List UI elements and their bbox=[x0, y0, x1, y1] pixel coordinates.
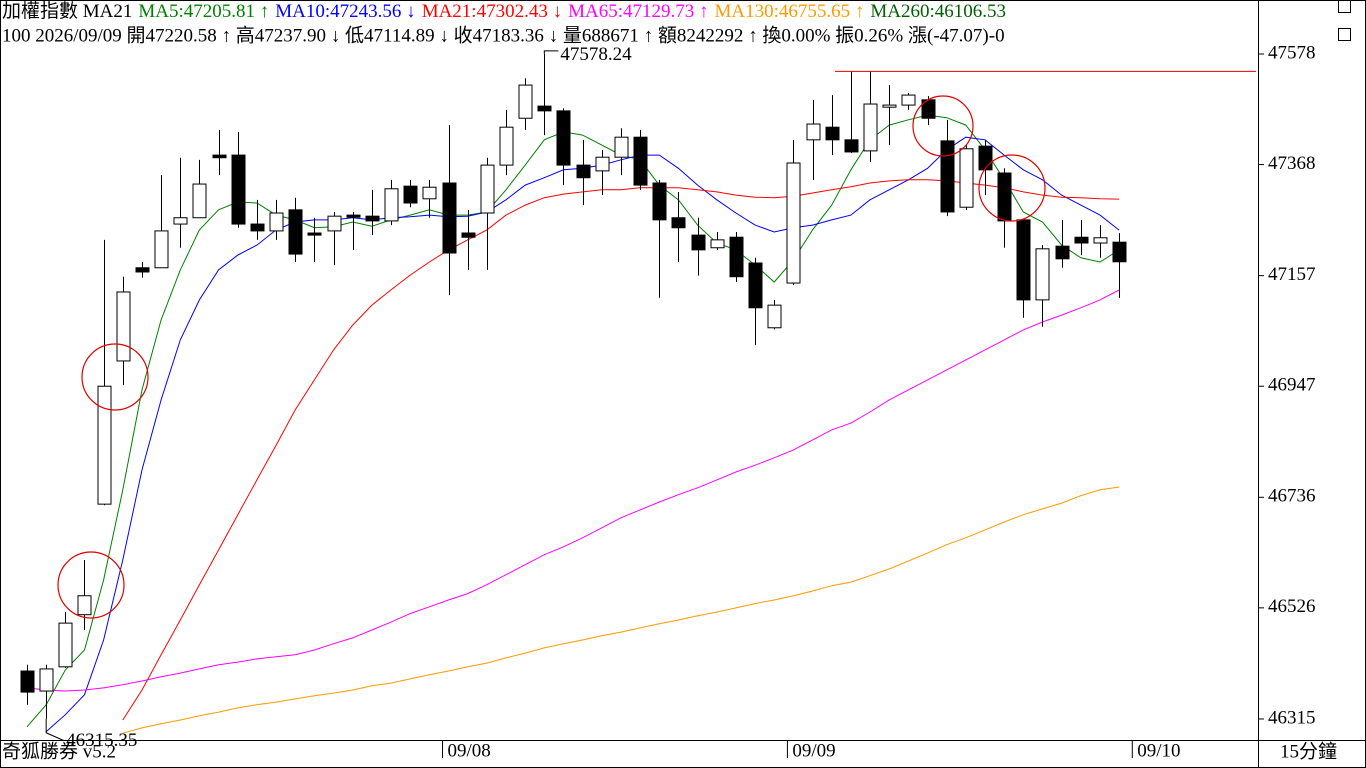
x-tick-label: 09/08 bbox=[448, 740, 491, 761]
candle-body bbox=[442, 182, 457, 254]
candle-body bbox=[288, 209, 303, 255]
candle-body bbox=[537, 105, 552, 112]
y-tick-label: 47157 bbox=[1268, 264, 1316, 285]
y-tick-label: 46736 bbox=[1268, 486, 1316, 507]
candle-body bbox=[863, 103, 878, 152]
ma-line bbox=[45, 136, 1120, 732]
candle-body bbox=[729, 236, 744, 278]
candle-body bbox=[327, 215, 342, 232]
info-line: 100 2026/09/09 開47220.58 ↑ 高47237.90 ↓ 低… bbox=[2, 24, 1005, 46]
candle-body bbox=[116, 291, 131, 362]
candle-body bbox=[1055, 245, 1070, 260]
candle-body bbox=[269, 212, 284, 232]
ma-line bbox=[122, 486, 1120, 734]
candle-body bbox=[1093, 237, 1108, 244]
candle-body bbox=[825, 126, 840, 141]
high-annotation: 47578.24 bbox=[560, 44, 632, 65]
y-tick-label: 46947 bbox=[1268, 375, 1316, 396]
candle-body bbox=[997, 172, 1012, 222]
candle-body bbox=[77, 595, 92, 616]
candle-body bbox=[959, 148, 974, 208]
legend-item: MA5:47205.81 ↑ bbox=[138, 1, 269, 22]
candle-body bbox=[97, 385, 112, 505]
ma-line bbox=[26, 289, 1120, 692]
candle-body bbox=[786, 162, 801, 284]
x-tick-label: 09/09 bbox=[792, 740, 835, 761]
candle-body bbox=[58, 622, 73, 668]
candle-body bbox=[480, 164, 495, 214]
candle-body bbox=[1016, 219, 1031, 301]
legend-item: MA130:46755.65 ↑ bbox=[715, 1, 865, 22]
candle-body bbox=[461, 232, 476, 238]
x-tick-label: 09/10 bbox=[1137, 740, 1180, 761]
candle-body bbox=[346, 214, 361, 218]
ma-line bbox=[122, 179, 1120, 721]
timeframe[interactable]: 15分鐘 bbox=[1280, 740, 1337, 762]
y-tick-label: 46526 bbox=[1268, 596, 1316, 617]
ma-line bbox=[26, 114, 1120, 728]
window-button[interactable] bbox=[1338, 0, 1351, 13]
candle-body bbox=[806, 123, 821, 141]
candle-body bbox=[1112, 241, 1127, 263]
candle-body bbox=[614, 136, 629, 158]
legend-item: MA260:46106.53 bbox=[870, 1, 1006, 22]
candle-body bbox=[20, 670, 35, 693]
y-tick-label: 47578 bbox=[1268, 42, 1316, 63]
footer-brand: 奇狐勝券 v5.2 bbox=[2, 740, 116, 762]
highlight-circle bbox=[912, 95, 974, 157]
highlight-circle bbox=[81, 343, 149, 411]
candle-body bbox=[173, 217, 188, 225]
candle-body bbox=[576, 164, 591, 179]
candle-body bbox=[250, 223, 265, 232]
candle-body bbox=[192, 183, 207, 219]
candle-body bbox=[978, 145, 993, 171]
candle-body bbox=[1035, 248, 1050, 301]
candle-body bbox=[154, 230, 169, 269]
candle-body bbox=[748, 262, 763, 309]
candle-body bbox=[710, 239, 725, 249]
candle-body bbox=[882, 104, 897, 108]
legend-item: MA65:47129.73 ↑ bbox=[568, 1, 708, 22]
plot-area bbox=[20, 53, 1256, 734]
candle-body bbox=[1074, 236, 1089, 244]
candle-body bbox=[844, 139, 859, 153]
candle-body bbox=[384, 188, 399, 222]
legend-item: MA10:47243.56 ↓ bbox=[275, 1, 415, 22]
candle-body bbox=[403, 185, 418, 204]
candle-body bbox=[499, 126, 514, 166]
highlight-circles bbox=[57, 95, 1046, 619]
legend: 加權指數 MA21 MA5:47205.81 ↑ MA10:47243.56 ↓ MA… bbox=[2, 0, 1006, 22]
candle-body bbox=[556, 110, 571, 166]
candle-body bbox=[671, 217, 686, 229]
candle-body bbox=[365, 215, 380, 222]
candle-body bbox=[231, 154, 246, 225]
candle-body bbox=[39, 668, 54, 692]
candle-body bbox=[652, 182, 667, 221]
annotation-leader bbox=[543, 50, 559, 54]
candle-body bbox=[212, 154, 227, 159]
window-button[interactable] bbox=[1338, 28, 1351, 41]
candle-body bbox=[940, 140, 955, 213]
candle-body bbox=[767, 304, 782, 329]
annotation-leader bbox=[45, 718, 65, 742]
candle-body bbox=[307, 232, 322, 236]
y-tick-label: 46315 bbox=[1268, 707, 1316, 728]
candle-body bbox=[135, 267, 150, 273]
candle-body bbox=[595, 156, 610, 172]
highlight-circle bbox=[978, 154, 1046, 222]
legend-item: MA21:47302.43 ↓ bbox=[422, 1, 562, 22]
candle-body bbox=[691, 234, 706, 251]
low-annotation: 46315.35 bbox=[66, 730, 137, 751]
candle-body bbox=[422, 186, 437, 200]
y-tick-label: 47368 bbox=[1268, 153, 1316, 174]
candle-body bbox=[518, 84, 533, 119]
candle-body bbox=[901, 94, 916, 106]
title: 加權指數 MA21 bbox=[2, 0, 132, 22]
highlight-circle bbox=[57, 551, 125, 619]
candle-body bbox=[633, 136, 648, 186]
